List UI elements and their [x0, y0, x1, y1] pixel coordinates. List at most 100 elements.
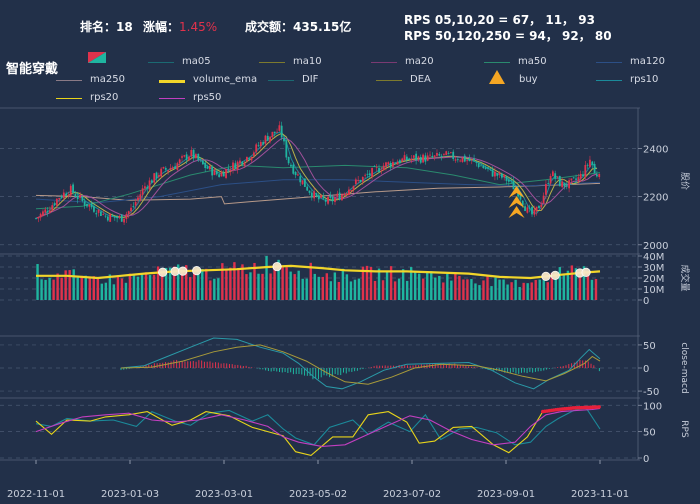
volume-bar [160, 273, 164, 300]
volume-bar [245, 274, 248, 300]
candle-body [199, 159, 202, 161]
volume-bar [373, 280, 377, 300]
candle-body [394, 163, 397, 165]
candle-body [468, 158, 471, 161]
candle-body [93, 206, 95, 212]
candle-body [44, 209, 47, 213]
candle-body [239, 160, 241, 164]
candle-body [51, 205, 54, 211]
volume-bar [180, 271, 184, 300]
candle-body [554, 173, 557, 179]
volume-bar [558, 267, 562, 300]
legend-swatch-ma250 [56, 80, 82, 81]
volume-bar [301, 278, 304, 300]
x-tick-label: 2023-01-03 [101, 489, 159, 500]
candle-body [35, 218, 37, 219]
volume-bar [381, 280, 385, 300]
candle-body [294, 172, 297, 176]
candle-body [280, 125, 283, 138]
volume-bar [148, 275, 152, 300]
candle-body [74, 194, 77, 197]
volume-highlight [550, 270, 560, 280]
volume-bar [309, 262, 312, 300]
legend-swatch-rps20 [56, 98, 82, 99]
volume-bar [293, 274, 296, 300]
candle-body [500, 173, 503, 178]
candle-body [498, 172, 501, 175]
volume-bar [193, 273, 196, 300]
x-tick-label: 2023-07-02 [383, 489, 441, 500]
candle-body [378, 168, 380, 173]
candle-body [150, 180, 153, 183]
candle-body [322, 196, 325, 199]
candle-body [241, 161, 244, 165]
y-tick-label: 0 [643, 454, 649, 465]
candle-body [65, 193, 68, 196]
candle-body [76, 195, 79, 200]
candle-body [306, 186, 309, 191]
candle-body [473, 158, 475, 161]
candle-body [153, 173, 156, 183]
rank: 排名：18 [80, 18, 133, 35]
volume-bar [333, 272, 337, 300]
candle-body [250, 156, 253, 161]
volume-bar [184, 265, 188, 300]
volume-bar [413, 272, 417, 300]
volume-bar [401, 269, 405, 300]
y-tick-label: 0 [643, 364, 649, 375]
candle-body [69, 185, 72, 196]
volume-bar [124, 282, 128, 300]
volume-bar [526, 283, 529, 300]
change-label: 涨幅： [143, 20, 180, 34]
candle-body [60, 196, 63, 198]
candle-body [352, 185, 355, 191]
volume-bar [168, 267, 172, 300]
volume-bar [285, 267, 288, 300]
volume-highlight [541, 271, 551, 281]
legend-swatch-ma50 [484, 62, 510, 63]
candle-body [535, 206, 538, 212]
series-line-ma50 [35, 164, 601, 210]
volume-bar [534, 280, 537, 300]
candle-body [419, 157, 422, 163]
candle-body [329, 194, 332, 198]
volume-bar [353, 279, 357, 300]
volume-bar [136, 276, 140, 300]
candle-body [208, 165, 211, 170]
candle-body [540, 204, 543, 208]
legend-swatch-ma20 [371, 62, 397, 63]
candle-body [524, 206, 526, 211]
series-line-ma250 [35, 182, 601, 205]
candle-body [137, 197, 139, 201]
volume-bar [522, 282, 525, 300]
volume-bar [68, 270, 71, 300]
candle-body [440, 155, 443, 157]
candle-body [538, 205, 540, 209]
candle-body [533, 209, 536, 215]
candle-body [558, 176, 561, 187]
candle-body [491, 169, 494, 177]
candle-body [178, 159, 181, 164]
x-tick-label: 2022-11-01 [7, 489, 65, 500]
volume-bar [554, 271, 558, 300]
candle-body [222, 172, 225, 177]
volume-bar [470, 278, 473, 300]
candle-body [366, 173, 369, 175]
candle-body [591, 161, 594, 165]
candle-body [449, 152, 452, 154]
legend-swatch-ma10 [259, 62, 285, 63]
candle-body [320, 195, 322, 198]
candle-body [248, 158, 251, 160]
legend-label-ma20: ma20 [405, 56, 434, 67]
volume-bar [305, 278, 308, 300]
candle-body [102, 213, 105, 215]
candle-body [290, 164, 292, 167]
candle-body [118, 215, 121, 218]
buy-marker [508, 186, 525, 198]
volume-bar [277, 259, 280, 300]
volume-bar [570, 265, 574, 300]
candle-body [401, 158, 404, 162]
y-tick-label: 20M [643, 274, 664, 285]
volume-bar [466, 279, 469, 300]
